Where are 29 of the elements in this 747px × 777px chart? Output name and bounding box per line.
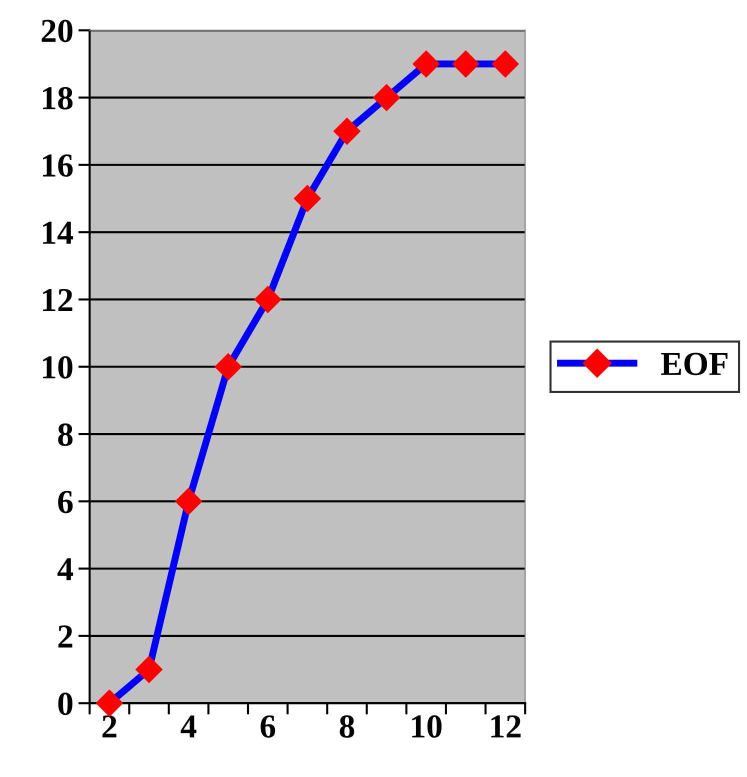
point <box>214 353 242 380</box>
point <box>294 185 321 212</box>
point <box>412 50 440 78</box>
x-tick-label: 8 <box>340 715 354 738</box>
y-tick-label: 4 <box>57 558 74 580</box>
y-tick-label: 16 <box>43 154 73 177</box>
point <box>254 286 282 313</box>
y-tick-label: 14 <box>43 222 74 244</box>
legend-label: EOF <box>661 352 728 376</box>
point <box>175 488 202 515</box>
x-tick-label: 12 <box>491 715 521 738</box>
point <box>334 118 360 145</box>
point <box>136 656 162 683</box>
x-tick-label: 2 <box>102 715 116 738</box>
y-tick-label: 6 <box>58 490 73 514</box>
y-tick-label: 8 <box>58 423 73 446</box>
y-tick-label: 18 <box>43 86 73 110</box>
x-tick-label: 10 <box>412 715 442 738</box>
point <box>492 50 519 78</box>
y-tick-label: 20 <box>42 20 72 42</box>
x-tick-label: 4 <box>180 715 196 738</box>
point <box>452 50 480 78</box>
x-tick-label: 6 <box>260 715 276 738</box>
point <box>373 84 400 112</box>
y-tick-label: 0 <box>58 692 72 716</box>
y-tick-label: 10 <box>43 356 72 379</box>
y-tick-label: 12 <box>43 288 72 312</box>
y-tick-label: 2 <box>58 625 72 648</box>
point <box>96 690 123 717</box>
